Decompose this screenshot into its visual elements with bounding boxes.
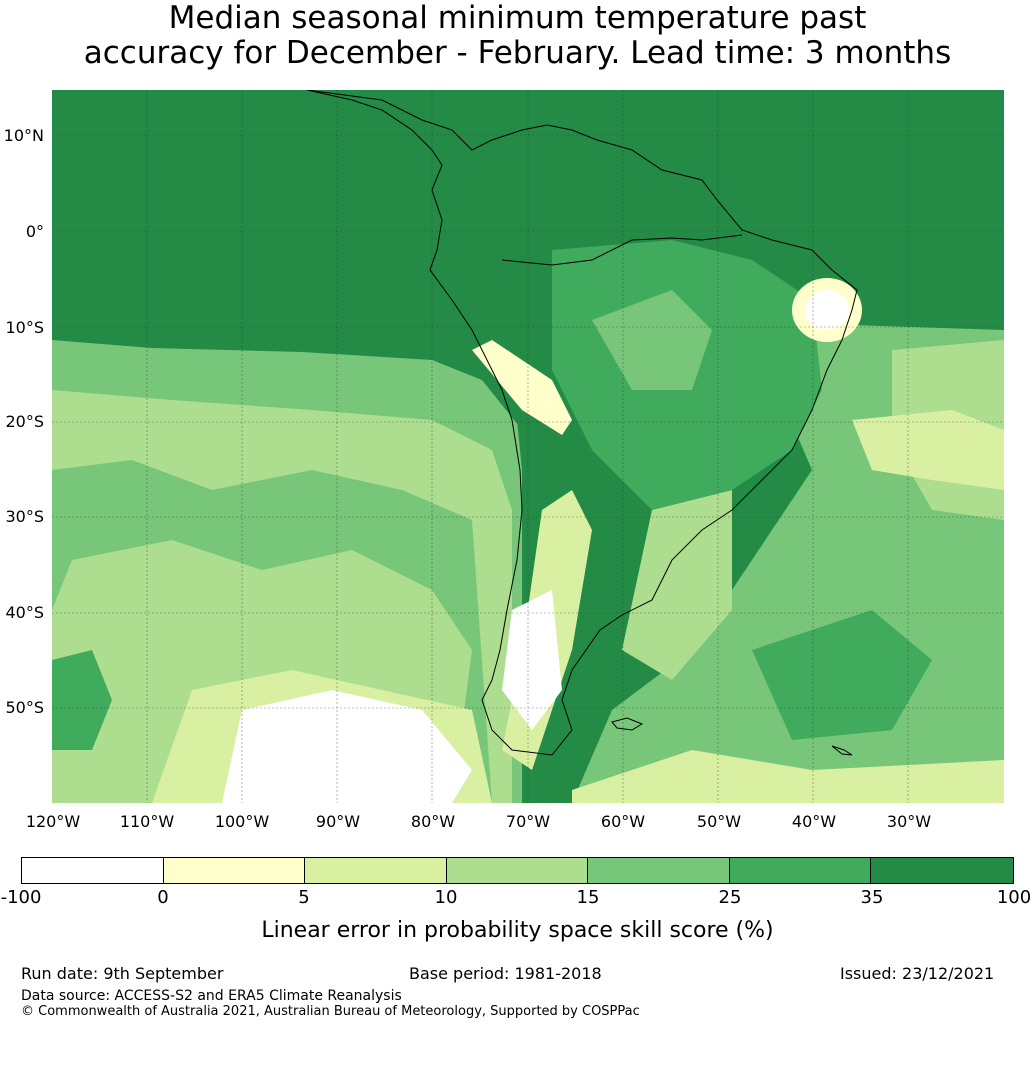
lat-label-50s: 50°S <box>5 698 44 717</box>
lon-label-40w: 40°W <box>791 812 837 831</box>
colorbar-segment-2 <box>305 858 447 883</box>
lon-label-120w: 120°W <box>25 812 81 831</box>
colorbar-label: Linear error in probability space skill … <box>261 918 774 943</box>
colorbar-tick-15: 15 <box>576 887 600 908</box>
map-panel <box>52 90 1004 803</box>
falkland-islands <box>611 717 644 731</box>
base-period: Base period: 1981-2018 <box>409 964 602 983</box>
map-title-line-2: accuracy for December - February. Lead t… <box>83 35 952 71</box>
colorbar-segment-4 <box>588 858 730 883</box>
map-graticule <box>52 90 1004 803</box>
lon-label-110w: 110°W <box>119 812 175 831</box>
lat-label-0: 0° <box>25 222 44 241</box>
amazon-river <box>501 234 743 266</box>
skill-band-negative-patagonia <box>502 590 562 730</box>
data-source: Data source: ACCESS-S2 and ERA5 Climate … <box>21 988 402 1004</box>
run-date: Run date: 9th September <box>21 964 224 983</box>
lon-label-80w: 80°W <box>410 812 456 831</box>
colorbar <box>21 857 1014 884</box>
skill-band-low-east-atlantic <box>852 410 1004 490</box>
lat-label-10n: 10°N <box>3 126 44 145</box>
south-georgia-island <box>831 745 853 756</box>
lon-label-70w: 70°W <box>505 812 551 831</box>
colorbar-tick-10: 10 <box>434 887 458 908</box>
lon-label-90w: 90°W <box>315 812 361 831</box>
lat-label-10s: 10°S <box>5 318 44 337</box>
lat-label-20s: 20°S <box>5 412 44 431</box>
colorbar-tick-25: 25 <box>718 887 742 908</box>
skill-band-central-brazil <box>592 290 712 390</box>
skill-band-plata-plume <box>622 490 732 680</box>
colorbar-segment-3 <box>446 858 589 883</box>
skill-band-andes-strip <box>472 340 572 435</box>
skill-band-negative-southwest <box>222 690 472 803</box>
skill-score-map <box>52 90 1004 803</box>
colorbar-segment-0 <box>22 858 164 883</box>
issued-date: Issued: 23/12/2021 <box>840 964 995 983</box>
copyright-notice: © Commonwealth of Australia 2021, Austra… <box>21 1004 640 1019</box>
south-america-coastline <box>306 90 858 756</box>
colorbar-tick-100: 100 <box>996 887 1032 908</box>
colorbar-tick-5: 5 <box>298 887 310 908</box>
skill-band-35-south-atlantic <box>752 610 932 740</box>
colorbar-segment-1 <box>163 858 306 883</box>
lon-label-100w: 100°W <box>214 812 270 831</box>
colorbar-segment-5 <box>729 858 872 883</box>
colorbar-tick-minus-100: -100 <box>0 887 42 908</box>
colorbar-tick-0: 0 <box>157 887 169 908</box>
lat-label-40s: 40°S <box>5 603 44 622</box>
lon-label-50w: 50°W <box>696 812 742 831</box>
lon-label-60w: 60°W <box>600 812 646 831</box>
lat-label-30s: 30°S <box>5 507 44 526</box>
colorbar-segment-6 <box>871 858 1013 883</box>
lon-label-30w: 30°W <box>886 812 932 831</box>
skill-band-northeast-brazil-core <box>805 290 849 330</box>
colorbar-tick-35: 35 <box>860 887 884 908</box>
skill-band-5-10-south-atlantic <box>572 750 1004 803</box>
map-title-line-1: Median seasonal minimum temperature past <box>168 0 867 36</box>
skill-band-35-far-southwest <box>52 650 112 750</box>
